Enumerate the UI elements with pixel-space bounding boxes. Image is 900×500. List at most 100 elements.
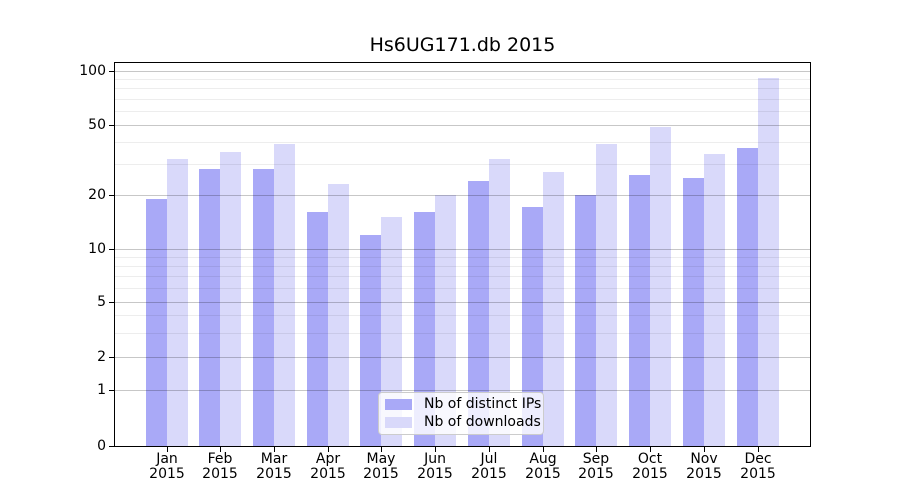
x-label-year: 2015 (256, 466, 292, 482)
x-tick-jan (167, 447, 168, 452)
legend-label-distinct-ips: Nb of distinct IPs (424, 396, 542, 412)
y-tick-5 (109, 302, 114, 303)
legend-item-distinct-ips: Nb of distinct IPs (385, 397, 541, 412)
legend-swatch-distinct-ips (385, 399, 412, 410)
bar-downloads-feb (220, 152, 242, 446)
bar-distinct-ips-jun (414, 212, 436, 446)
minor-gridline-60 (115, 111, 810, 112)
x-label-month: Nov (690, 451, 718, 467)
legend: Nb of distinct IPs Nb of downloads (378, 392, 544, 435)
x-tick-label-mar: Mar 2015 (244, 452, 304, 482)
x-label-year: 2015 (525, 466, 561, 482)
x-label-year: 2015 (363, 466, 399, 482)
major-gridline-1 (115, 390, 810, 391)
x-label-month: Jan (156, 451, 178, 467)
minor-gridline-90 (115, 79, 810, 80)
x-label-month: Jul (480, 451, 498, 467)
x-tick-apr (328, 447, 329, 452)
x-label-year: 2015 (578, 466, 614, 482)
x-label-year: 2015 (417, 466, 453, 482)
x-tick-label-nov: Nov 2015 (674, 452, 734, 482)
legend-item-downloads: Nb of downloads (385, 415, 541, 430)
y-tick-label-50: 50 (88, 117, 106, 133)
y-tick-label-1: 1 (97, 382, 106, 398)
x-tick-label-oct: Oct 2015 (620, 452, 680, 482)
x-label-month: Jun (424, 451, 446, 467)
x-label-year: 2015 (740, 466, 776, 482)
bar-downloads-sep (596, 143, 618, 446)
major-gridline-10 (115, 249, 810, 250)
bar-downloads-dec (757, 77, 779, 446)
plot-area (114, 62, 811, 447)
bar-distinct-ips-may (360, 234, 382, 446)
major-gridline-100 (115, 71, 810, 72)
major-gridline-5 (115, 302, 810, 303)
y-tick-50 (109, 125, 114, 126)
x-label-year: 2015 (149, 466, 185, 482)
y-tick-10 (109, 249, 114, 250)
x-label-year: 2015 (202, 466, 238, 482)
minor-gridline-80 (115, 88, 810, 89)
x-tick-may (381, 447, 382, 452)
x-tick-oct (650, 447, 651, 452)
bar-downloads-oct (650, 126, 672, 446)
x-label-month: May (366, 451, 396, 467)
bar-distinct-ips-jul (467, 180, 489, 446)
x-label-month: Aug (529, 451, 557, 467)
y-tick-2 (109, 357, 114, 358)
bar-distinct-ips-dec (736, 147, 758, 446)
bar-distinct-ips-mar (252, 168, 274, 446)
bar-distinct-ips-feb (199, 168, 221, 446)
x-tick-label-dec: Dec 2015 (728, 452, 788, 482)
x-tick-label-apr: Apr 2015 (298, 452, 358, 482)
x-tick-label-jun: Jun 2015 (405, 452, 465, 482)
x-tick-jul (489, 447, 490, 452)
bar-downloads-jan (166, 158, 188, 446)
y-tick-label-100: 100 (79, 63, 106, 79)
bar-distinct-ips-oct (629, 174, 651, 446)
minor-gridline-70 (115, 99, 810, 100)
bar-distinct-ips-nov (682, 177, 704, 446)
legend-label-downloads: Nb of downloads (424, 414, 541, 430)
x-tick-feb (220, 447, 221, 452)
minor-gridline-9 (115, 257, 810, 258)
minor-gridline-4 (115, 315, 810, 316)
chart-title: Hs6UG171.db 2015 (369, 34, 556, 56)
bar-downloads-nov (703, 154, 725, 446)
major-gridline-2 (115, 357, 810, 358)
bar-downloads-mar (273, 143, 295, 446)
x-tick-label-aug: Aug 2015 (513, 452, 573, 482)
bar-distinct-ips-aug (521, 207, 543, 446)
x-tick-label-jul: Jul 2015 (459, 452, 519, 482)
legend-swatch-downloads (385, 417, 412, 428)
major-gridline-50 (115, 125, 810, 126)
minor-gridline-6 (115, 288, 810, 289)
x-label-year: 2015 (686, 466, 722, 482)
y-tick-1 (109, 390, 114, 391)
x-tick-label-may: May 2015 (351, 452, 411, 482)
y-tick-0 (109, 446, 114, 447)
y-tick-label-0: 0 (97, 438, 106, 454)
y-tick-label-20: 20 (88, 187, 106, 203)
minor-gridline-3 (115, 333, 810, 334)
bar-distinct-ips-apr (306, 212, 328, 446)
major-gridline-20 (115, 195, 810, 196)
bar-distinct-ips-jan (145, 198, 167, 446)
minor-gridline-30 (115, 164, 810, 165)
bar-downloads-aug (542, 171, 564, 446)
x-tick-sep (596, 447, 597, 452)
x-label-year: 2015 (471, 466, 507, 482)
y-tick-100 (109, 71, 114, 72)
x-tick-label-jan: Jan 2015 (137, 452, 197, 482)
x-tick-nov (704, 447, 705, 452)
x-label-month: Dec (744, 451, 772, 467)
minor-gridline-8 (115, 266, 810, 267)
x-label-year: 2015 (310, 466, 346, 482)
minor-gridline-40 (115, 142, 810, 143)
x-label-month: Apr (315, 451, 341, 467)
bar-downloads-jun (435, 194, 457, 446)
bar-downloads-apr (327, 183, 349, 446)
x-label-month: Oct (637, 451, 663, 467)
y-tick-label-10: 10 (88, 241, 106, 257)
